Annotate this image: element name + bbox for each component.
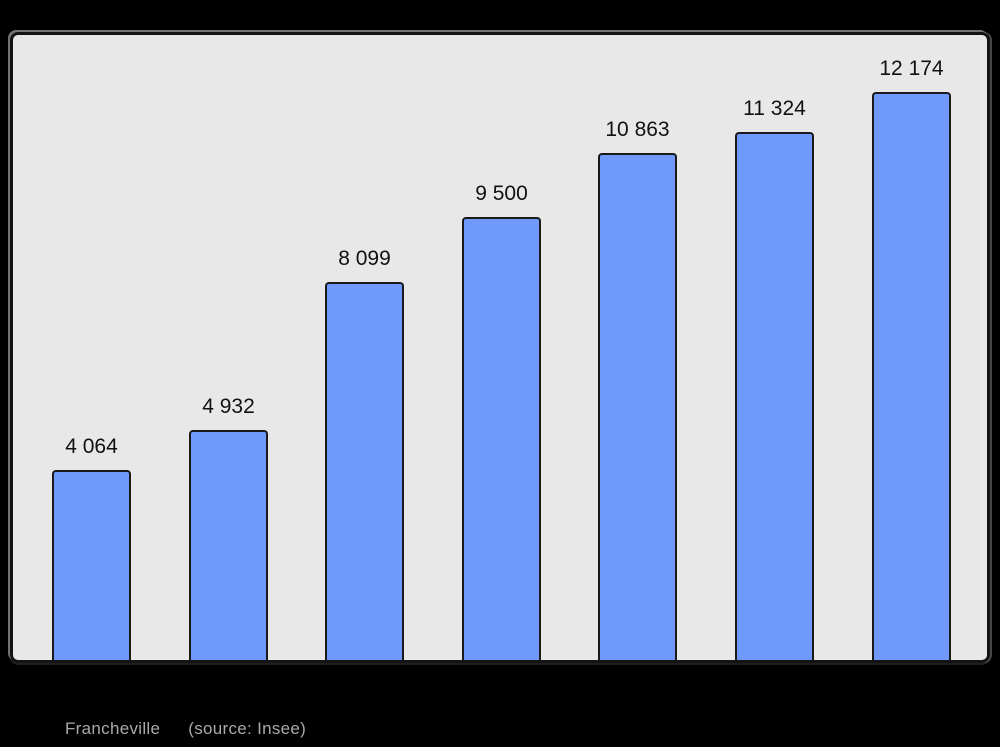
bar <box>462 217 541 660</box>
bar <box>52 470 131 660</box>
bar <box>872 92 951 660</box>
bar-value-label: 11 324 <box>743 97 806 120</box>
caption-place-name: Francheville <box>65 719 161 738</box>
bar-value-label: 10 863 <box>605 118 670 141</box>
chart-caption: Francheville (source: Insee) <box>65 719 306 739</box>
bar <box>735 132 814 660</box>
chart-panel: 4 064 4 932 8 099 9 500 10 863 11 324 12 174 <box>10 32 990 663</box>
bar <box>325 282 404 660</box>
caption-source: (source: Insee) <box>188 719 307 738</box>
bar-value-label: 8 099 <box>338 247 391 270</box>
bar-value-label: 12 174 <box>879 57 944 80</box>
bar-value-label: 4 064 <box>65 435 118 458</box>
bar-value-label: 4 932 <box>202 395 255 418</box>
bar <box>189 430 268 660</box>
bar <box>598 153 677 660</box>
bar-value-label: 9 500 <box>475 182 528 205</box>
bar-chart-plot-area: 4 064 4 932 8 099 9 500 10 863 11 324 12 174 <box>13 35 987 660</box>
